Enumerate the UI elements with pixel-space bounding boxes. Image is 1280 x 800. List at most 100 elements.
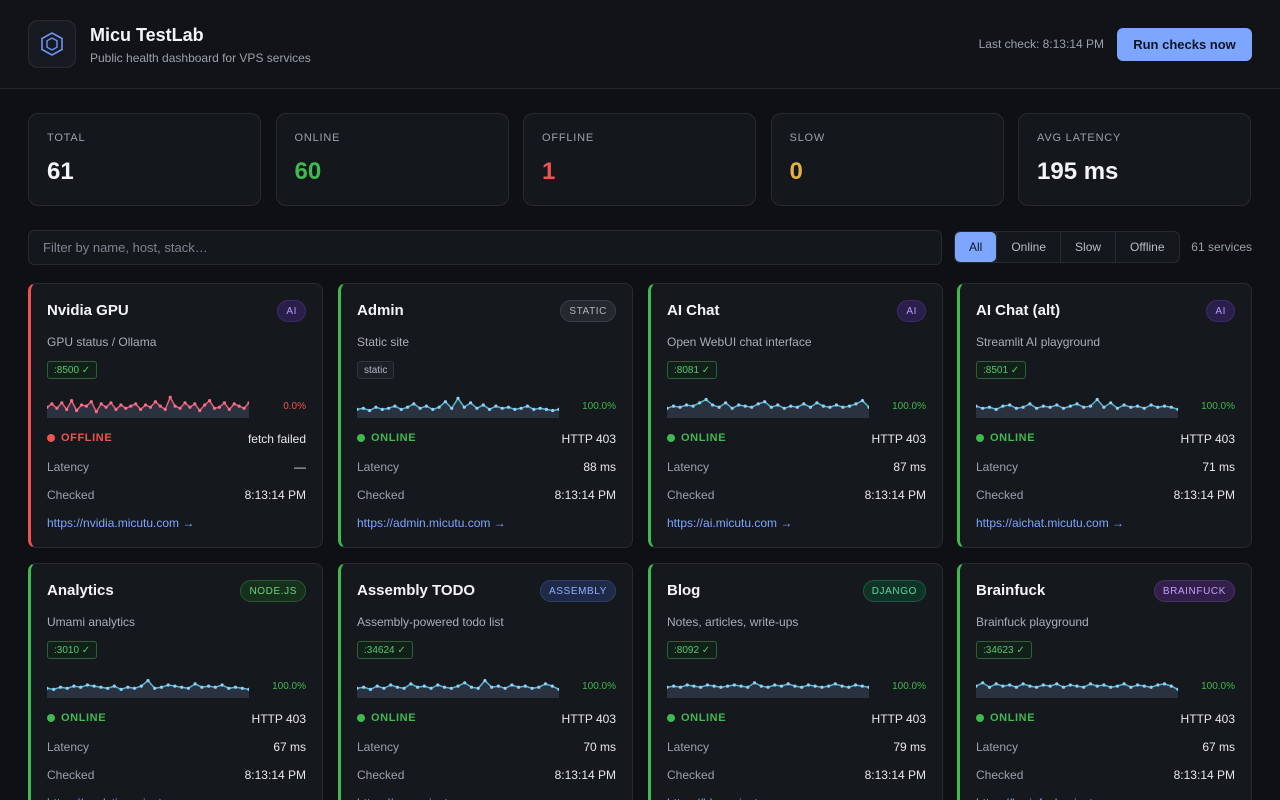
- sparkline-point: [213, 685, 217, 689]
- sparkline-point: [557, 407, 559, 411]
- status-indicator: ONLINE: [976, 432, 1035, 444]
- sparkline-point: [422, 684, 426, 688]
- sparkline-point: [730, 406, 734, 410]
- sparkline-point: [429, 686, 433, 690]
- sparkline-point: [119, 687, 123, 691]
- sparkline-point: [47, 405, 49, 409]
- service-link[interactable]: https://analytics.micutu.com →: [47, 796, 210, 800]
- sparkline-point: [146, 679, 150, 683]
- sparkline-point: [212, 406, 217, 410]
- sparkline-point: [173, 404, 177, 408]
- checked-label: Checked: [47, 768, 95, 782]
- tab-offline[interactable]: Offline: [1115, 232, 1178, 262]
- service-link[interactable]: https://admin.micutu.com →: [357, 516, 506, 530]
- service-link[interactable]: https://nvidia.micutu.com →: [47, 516, 195, 530]
- sparkline-point: [389, 683, 393, 687]
- service-link[interactable]: https://ai.micutu.com →: [667, 516, 793, 530]
- sparkline-point: [1048, 405, 1052, 409]
- sparkline-point: [786, 682, 790, 686]
- service-link[interactable]: https://asm.micutu.com →: [357, 796, 496, 800]
- sparkline-point: [207, 684, 211, 688]
- port-tag: :8501 ✓: [976, 361, 1027, 379]
- sparkline-point: [112, 684, 116, 688]
- service-card[interactable]: Blog DJANGO Notes, articles, write-ups:809…: [648, 563, 943, 800]
- filter-input[interactable]: [28, 230, 942, 265]
- service-link[interactable]: https://blog.micutu.com →: [667, 796, 806, 800]
- service-card[interactable]: Analytics NODE.JS Umami analytics:3010 ✓ 10…: [28, 563, 323, 800]
- sparkline-point: [1055, 403, 1059, 407]
- sparkline-point: [362, 685, 366, 689]
- stat-card-total: TOTAL 61: [28, 113, 261, 206]
- service-card[interactable]: AI Chat AI Open WebUI chat interface:8081 …: [648, 283, 943, 548]
- sparkline-point: [867, 685, 869, 689]
- sparkline-point: [94, 410, 98, 414]
- sparkline-point: [1156, 405, 1160, 409]
- sparkline-point: [1162, 404, 1167, 408]
- service-card[interactable]: AI Chat (alt) AI Streamlit AI playground:8…: [957, 283, 1252, 548]
- sparkline-area: [976, 682, 1178, 698]
- latency-sparkline: [47, 395, 249, 418]
- run-checks-button[interactable]: Run checks now: [1117, 28, 1252, 61]
- sparkline-point: [58, 685, 63, 689]
- sparkline-point: [75, 408, 79, 413]
- sparkline-point: [217, 405, 221, 409]
- sparkline-point: [776, 403, 780, 407]
- latency-label: Latency: [357, 740, 400, 754]
- sparkline-point: [782, 406, 786, 410]
- tab-online[interactable]: Online: [996, 232, 1060, 262]
- sparkline-point: [402, 686, 406, 690]
- tab-all[interactable]: All: [955, 232, 997, 262]
- service-card[interactable]: Nvidia GPU AI GPU status / Ollama:8500 ✓ 0.…: [28, 283, 323, 548]
- sparkline-point: [773, 683, 777, 687]
- sparkline-point: [1109, 685, 1113, 689]
- sparkline-point: [368, 408, 372, 413]
- stat-label: SLOW: [789, 132, 826, 144]
- service-name: Blog: [667, 582, 701, 599]
- checked-label: Checked: [357, 488, 405, 502]
- sparkline-point: [387, 406, 391, 410]
- checked-time: 8:13:14 PM: [864, 488, 926, 502]
- service-link[interactable]: https://brainfuck.micutu.com →: [976, 796, 1141, 800]
- sparkline-point: [92, 684, 96, 688]
- tab-slow[interactable]: Slow: [1060, 232, 1115, 262]
- sparkline-point: [1129, 685, 1133, 689]
- service-link[interactable]: https://aichat.micutu.com →: [976, 516, 1125, 530]
- stack-badge: NODE.JS: [240, 580, 306, 602]
- uptime-percent: 100.0%: [892, 681, 926, 692]
- sparkline-point: [431, 407, 435, 411]
- service-card[interactable]: Brainfuck BRAINFUCK Brainfuck playground:3…: [957, 563, 1252, 800]
- service-description: Umami analytics: [47, 615, 136, 629]
- sparkline-point: [976, 404, 978, 408]
- sparkline-point: [1122, 682, 1126, 686]
- sparkline-point: [743, 404, 747, 408]
- uptime-percent: 100.0%: [1201, 401, 1235, 412]
- status-text: OFFLINE: [61, 432, 113, 444]
- status-indicator: OFFLINE: [47, 432, 112, 444]
- sparkline-point: [1082, 405, 1086, 409]
- sparkline-point: [1035, 406, 1039, 410]
- sparkline-point: [726, 684, 730, 688]
- sparkline-point: [1142, 406, 1146, 410]
- sparkline-point: [1035, 685, 1039, 689]
- sparkline-point: [126, 685, 130, 689]
- checked-label: Checked: [976, 768, 1024, 782]
- latency-label: Latency: [667, 740, 710, 754]
- sparkline-point: [50, 402, 54, 406]
- service-description: Streamlit AI playground: [976, 335, 1101, 349]
- service-card[interactable]: Admin STATIC Static site static 100.0% ONLINE…: [338, 283, 633, 548]
- sparkline-point: [544, 407, 548, 411]
- sparkline-point: [119, 403, 123, 407]
- service-description: GPU status / Ollama: [47, 335, 157, 349]
- checked-time: 8:13:14 PM: [554, 488, 616, 502]
- sparkline-area: [47, 397, 249, 418]
- sparkline-point: [233, 685, 238, 689]
- sparkline-point: [739, 684, 743, 688]
- sparkline-point: [393, 404, 397, 408]
- sparkline-point: [1061, 406, 1066, 410]
- app-logo: [28, 20, 76, 68]
- sparkline-area: [47, 680, 249, 698]
- service-card[interactable]: Assembly TODO ASSEMBLY Assembly-powered to…: [338, 563, 633, 800]
- latency-value: 67 ms: [1202, 740, 1235, 754]
- stat-card-avg-latency: AVG LATENCY 195 ms: [1018, 113, 1251, 206]
- sparkline-point: [671, 404, 676, 408]
